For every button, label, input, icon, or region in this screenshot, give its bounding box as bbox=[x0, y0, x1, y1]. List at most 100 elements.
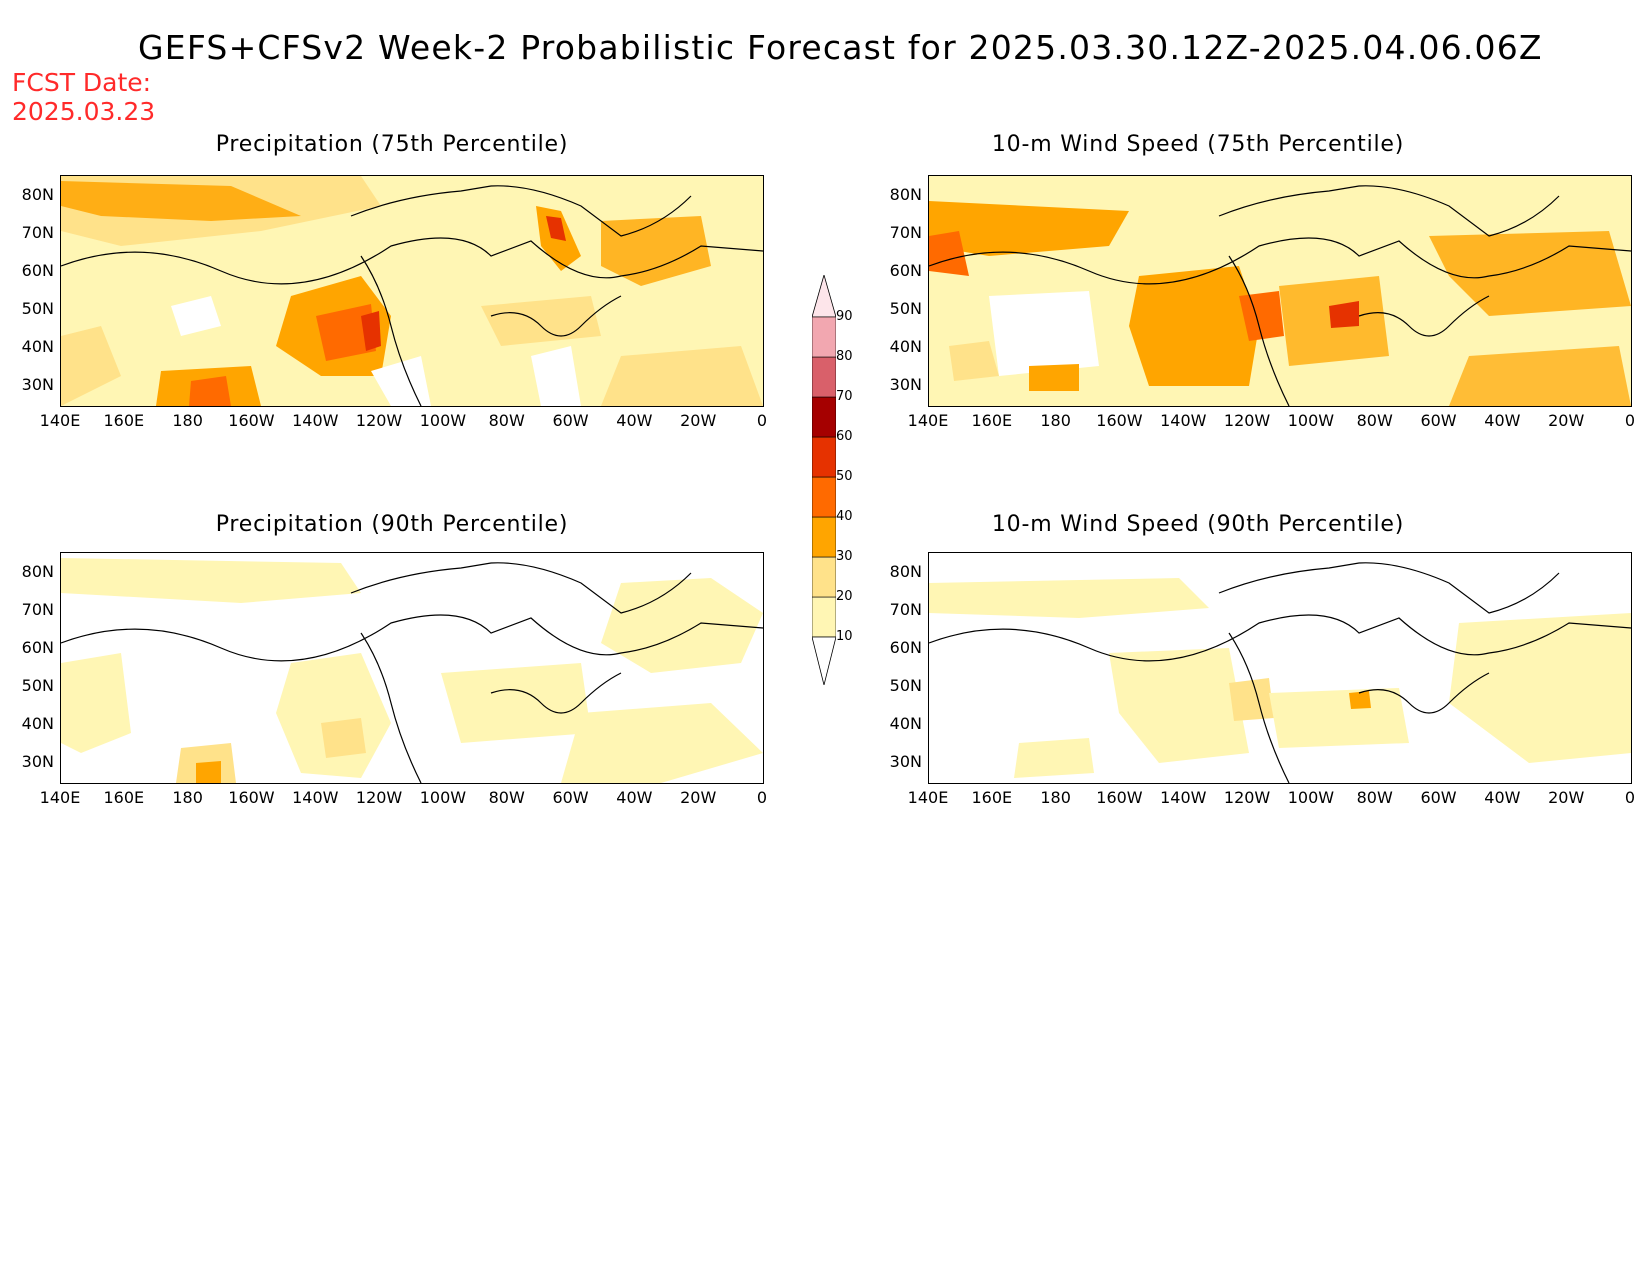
lat-tick-label: 70N bbox=[21, 600, 54, 619]
lon-tick-label: 140E bbox=[907, 411, 949, 430]
colorbar-level-label: 70 bbox=[836, 389, 853, 404]
colorbar-level-label: 30 bbox=[836, 549, 853, 564]
lon-tick-label: 140W bbox=[292, 788, 339, 807]
lat-tick-label: 70N bbox=[21, 223, 54, 242]
lat-tick-label: 40N bbox=[889, 714, 922, 733]
forecast-date-label: FCST Date: bbox=[12, 68, 152, 97]
lon-tick-label: 60W bbox=[552, 411, 589, 430]
lon-tick-label: 140E bbox=[39, 411, 81, 430]
map-panel-wind-75 bbox=[928, 175, 1632, 407]
panel-title-precip-90: Precipitation (90th Percentile) bbox=[215, 512, 569, 537]
lon-tick-label: 80W bbox=[1356, 411, 1393, 430]
forecast-date-value: 2025.03.23 bbox=[12, 97, 156, 126]
colorbar-level-label: 60 bbox=[836, 429, 853, 444]
colorbar bbox=[812, 275, 836, 685]
colorbar-level-label: 50 bbox=[836, 469, 853, 484]
lon-tick-label: 100W bbox=[1287, 788, 1335, 807]
lon-tick-label: 80W bbox=[1356, 788, 1393, 807]
lon-tick-label: 100W bbox=[419, 788, 467, 807]
lon-tick-label: 140W bbox=[1160, 411, 1207, 430]
lat-tick-label: 30N bbox=[889, 752, 922, 771]
lon-tick-label: 160E bbox=[103, 411, 145, 430]
lon-tick-label: 60W bbox=[1420, 411, 1457, 430]
lon-tick-label: 80W bbox=[488, 788, 525, 807]
lon-tick-label: 120W bbox=[1223, 411, 1271, 430]
colorbar-top-triangle bbox=[812, 275, 836, 318]
lon-tick-label: 140E bbox=[907, 788, 949, 807]
lon-tick-label: 100W bbox=[419, 411, 467, 430]
panel-title-wind-75: 10-m Wind Speed (75th Percentile) bbox=[991, 132, 1405, 157]
lon-tick-label: 20W bbox=[1548, 411, 1585, 430]
lon-tick-label: 160E bbox=[971, 411, 1013, 430]
lon-tick-label: 120W bbox=[355, 411, 403, 430]
colorbar-level-label: 80 bbox=[836, 349, 853, 364]
colorbar-segment bbox=[812, 556, 836, 598]
lat-tick-label: 70N bbox=[889, 223, 922, 242]
colorbar-segment bbox=[812, 516, 836, 558]
colorbar-bottom-triangle bbox=[812, 636, 836, 685]
lon-tick-label: 40W bbox=[1484, 411, 1521, 430]
lon-tick-label: 180 bbox=[172, 411, 203, 430]
lon-tick-label: 20W bbox=[680, 411, 717, 430]
lon-tick-label: 160E bbox=[103, 788, 145, 807]
lon-tick-label: 80W bbox=[488, 411, 525, 430]
lon-tick-label: 160W bbox=[1096, 788, 1143, 807]
lat-tick-label: 40N bbox=[889, 337, 922, 356]
colorbar-level-label: 20 bbox=[836, 589, 853, 604]
colorbar-segment bbox=[812, 316, 836, 358]
lat-tick-label: 60N bbox=[21, 261, 54, 280]
lon-tick-label: 60W bbox=[552, 788, 589, 807]
lat-tick-label: 80N bbox=[889, 562, 922, 581]
panel-title-precip-75: Precipitation (75th Percentile) bbox=[215, 132, 569, 157]
lat-tick-label: 30N bbox=[21, 375, 54, 394]
lon-tick-label: 140W bbox=[292, 411, 339, 430]
lat-tick-label: 30N bbox=[21, 752, 54, 771]
colorbar-level-label: 40 bbox=[836, 509, 853, 524]
lon-tick-label: 140W bbox=[1160, 788, 1207, 807]
lat-tick-label: 80N bbox=[21, 562, 54, 581]
panel-title-wind-90: 10-m Wind Speed (90th Percentile) bbox=[991, 512, 1405, 537]
lon-tick-label: 160W bbox=[1096, 411, 1143, 430]
colorbar-level-label: 90 bbox=[836, 309, 853, 324]
main-title: GEFS+CFSv2 Week-2 Probabilistic Forecast… bbox=[138, 28, 1543, 67]
colorbar-segment bbox=[812, 356, 836, 398]
map-panel-precip-75 bbox=[60, 175, 764, 407]
lon-tick-label: 40W bbox=[616, 788, 653, 807]
lon-tick-label: 60W bbox=[1420, 788, 1457, 807]
lat-tick-label: 50N bbox=[21, 676, 54, 695]
colorbar-segment bbox=[812, 596, 836, 638]
colorbar-segment bbox=[812, 396, 836, 438]
lon-tick-label: 20W bbox=[1548, 788, 1585, 807]
lon-tick-label: 100W bbox=[1287, 411, 1335, 430]
colorbar-segment bbox=[812, 476, 836, 518]
lon-tick-label: 20W bbox=[680, 788, 717, 807]
lon-tick-label: 140E bbox=[39, 788, 81, 807]
lat-tick-label: 50N bbox=[889, 676, 922, 695]
lat-tick-label: 60N bbox=[21, 638, 54, 657]
lon-tick-label: 120W bbox=[355, 788, 403, 807]
lon-tick-label: 0 bbox=[756, 788, 768, 807]
map-panel-wind-90 bbox=[928, 552, 1632, 784]
lon-tick-label: 40W bbox=[1484, 788, 1521, 807]
lon-tick-label: 160E bbox=[971, 788, 1013, 807]
lat-tick-label: 40N bbox=[21, 337, 54, 356]
colorbar-segment bbox=[812, 436, 836, 478]
lat-tick-label: 30N bbox=[889, 375, 922, 394]
lon-tick-label: 0 bbox=[1624, 788, 1636, 807]
lon-tick-label: 120W bbox=[1223, 788, 1271, 807]
colorbar-level-label: 10 bbox=[836, 629, 853, 644]
lon-tick-label: 180 bbox=[1040, 411, 1071, 430]
lon-tick-label: 180 bbox=[1040, 788, 1071, 807]
lat-tick-label: 80N bbox=[889, 185, 922, 204]
lat-tick-label: 80N bbox=[21, 185, 54, 204]
lon-tick-label: 0 bbox=[756, 411, 768, 430]
lon-tick-label: 0 bbox=[1624, 411, 1636, 430]
lon-tick-label: 40W bbox=[616, 411, 653, 430]
lat-tick-label: 60N bbox=[889, 261, 922, 280]
lat-tick-label: 70N bbox=[889, 600, 922, 619]
lon-tick-label: 160W bbox=[228, 411, 275, 430]
map-panel-precip-90 bbox=[60, 552, 764, 784]
lat-tick-label: 60N bbox=[889, 638, 922, 657]
lat-tick-label: 50N bbox=[21, 299, 54, 318]
lon-tick-label: 160W bbox=[228, 788, 275, 807]
